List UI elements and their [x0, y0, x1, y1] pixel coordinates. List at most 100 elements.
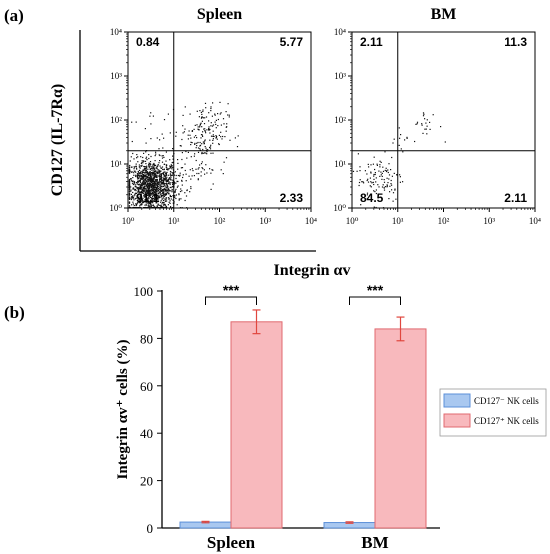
scatter-point	[156, 191, 158, 193]
y-tick-label: 10³	[110, 71, 122, 81]
scatter-point	[189, 191, 191, 193]
scatter-point	[144, 192, 146, 195]
scatter-point	[212, 142, 214, 144]
scatter-point	[128, 202, 131, 204]
scatter-point	[138, 172, 140, 174]
scatter-point	[141, 199, 143, 201]
scatter-point	[144, 172, 146, 174]
scatter-point	[167, 168, 169, 170]
scatter-point	[169, 159, 171, 161]
scatter-point	[143, 174, 145, 176]
scatter-point	[162, 189, 164, 191]
scatter-point	[128, 205, 131, 207]
scatter-point	[148, 162, 150, 164]
scatter-point	[155, 176, 157, 178]
scatter-point	[168, 178, 170, 180]
scatter-point	[196, 110, 198, 112]
scatter-point	[154, 190, 156, 192]
scatter-point	[149, 163, 151, 165]
scatter-point	[204, 146, 206, 148]
scatter-point	[156, 188, 158, 190]
scatter-point	[181, 158, 183, 161]
scatter-point	[218, 143, 220, 146]
scatter-point	[164, 172, 166, 174]
scatter-point	[181, 138, 183, 141]
scatter-point	[144, 190, 146, 192]
scatter-point	[205, 152, 207, 154]
scatter-point	[162, 194, 164, 197]
scatter-point	[215, 137, 217, 139]
scatter-point	[199, 149, 201, 151]
scatter-point	[151, 180, 153, 182]
scatter-point	[128, 183, 131, 185]
scatter-point	[145, 177, 147, 179]
scatter-point	[205, 107, 207, 109]
scatter-point	[371, 182, 373, 184]
scatter-point	[373, 178, 375, 180]
scatter-point	[152, 163, 154, 165]
scatter-point	[163, 195, 165, 197]
scatter-point	[169, 183, 171, 186]
scatter-point	[168, 201, 170, 203]
scatter-point	[159, 165, 161, 167]
scatter-point	[131, 171, 133, 173]
bar-y-tick-label: 0	[147, 521, 154, 536]
scatter-point	[193, 175, 195, 177]
scatter-point	[356, 170, 358, 172]
scatter-point	[135, 165, 137, 167]
scatter-point	[212, 183, 214, 185]
scatter-point	[152, 195, 154, 197]
scatter-point	[373, 183, 375, 186]
scatter-point	[176, 186, 178, 188]
scatter-point	[128, 171, 131, 173]
scatter-point	[220, 124, 222, 126]
scatter-point	[205, 116, 208, 118]
scatter-point	[189, 134, 191, 136]
scatter-point	[380, 161, 382, 163]
scatter-point	[166, 184, 168, 186]
scatter-point	[141, 183, 143, 185]
scatter-point	[148, 187, 150, 189]
scatter-point	[227, 114, 229, 116]
scatter-point	[144, 179, 146, 181]
scatter-point	[152, 182, 154, 185]
scatter-point	[164, 193, 166, 195]
scatter-point	[150, 193, 152, 195]
scatter-point	[153, 178, 155, 180]
scatter-point	[169, 195, 172, 197]
scatter-point	[171, 191, 173, 193]
scatter-point	[160, 196, 162, 198]
scatter-point	[158, 148, 160, 150]
scatter-point	[191, 130, 193, 132]
quadrant-lower-left-value: 84.5	[360, 191, 384, 205]
scatter-point	[153, 180, 155, 182]
scatter-point	[141, 178, 143, 180]
scatter-point	[167, 183, 169, 185]
scatter-point	[137, 182, 139, 184]
scatter-point	[218, 143, 220, 145]
scatter-point	[159, 188, 161, 190]
scatter-point	[399, 181, 401, 183]
scatter-point	[367, 178, 369, 180]
scatter-point	[153, 180, 155, 182]
scatter-point	[158, 196, 160, 199]
scatter-point	[198, 116, 200, 118]
scatter-point	[151, 201, 153, 203]
scatter-point	[137, 156, 139, 158]
scatter-point	[215, 119, 217, 121]
scatter-point	[134, 193, 136, 195]
scatter-point	[128, 189, 131, 191]
panel-b-label: (b)	[4, 303, 25, 322]
x-tick-label: 10³	[259, 216, 271, 226]
scatter-point	[156, 175, 158, 177]
scatter-point	[136, 187, 138, 189]
scatter-point	[426, 133, 428, 135]
scatter-point	[144, 181, 146, 183]
scatter-point	[158, 170, 160, 172]
scatter-point	[187, 151, 189, 153]
flow-x-axis-label: Integrin αv	[274, 262, 351, 279]
scatter-point	[154, 181, 156, 183]
scatter-point	[142, 183, 144, 185]
scatter-point	[155, 200, 157, 202]
scatter-point	[164, 185, 166, 187]
